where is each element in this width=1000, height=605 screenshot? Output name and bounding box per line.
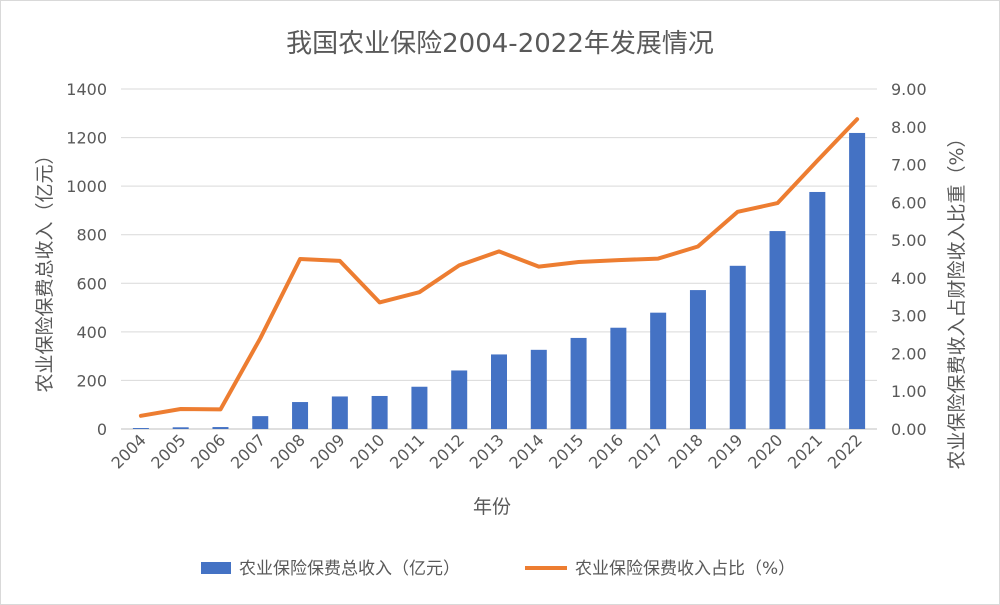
y-right-axis-title-text: 农业保险保费收入占财险收入比重（%） (946, 128, 968, 469)
x-tick-label: 2022 (824, 430, 866, 472)
x-tick-label: 2015 (545, 430, 587, 472)
x-tick-label: 2021 (784, 430, 826, 472)
y-left-tick-label: 0 (97, 420, 107, 439)
legend-line-label: 农业保险保费收入占比（%） (575, 559, 795, 579)
x-tick-label: 2016 (585, 430, 627, 472)
bar (132, 428, 149, 429)
x-tick-label: 2019 (704, 430, 746, 472)
x-tick-label: 2012 (426, 430, 468, 472)
y-right-tick-label: 2.00 (891, 344, 927, 363)
bar (809, 191, 826, 429)
x-tick-label: 2004 (107, 430, 149, 472)
line-path (138, 117, 860, 418)
y-right-tick-label: 1.00 (891, 382, 927, 401)
y-left-tick-label: 1200 (66, 129, 107, 148)
x-tick-label: 2010 (346, 430, 388, 472)
x-axis-title: 年份 (473, 496, 511, 518)
y-right-axis-ticks: 0.00 1.00 2.00 3.00 4.00 5.00 6.00 7.00 8.00 9.00 (891, 80, 927, 439)
y-left-tick-label: 1000 (66, 177, 107, 196)
bar (610, 327, 627, 429)
bar (530, 349, 547, 429)
bar (331, 396, 348, 429)
bar (729, 265, 746, 429)
bar-series (132, 132, 866, 429)
x-tick-label: 2009 (306, 430, 348, 472)
y-left-tick-label: 400 (76, 323, 107, 342)
bar (570, 337, 587, 429)
y-right-tick-label: 3.00 (891, 307, 927, 326)
x-tick-label: 2005 (147, 430, 189, 472)
y-right-tick-label: 6.00 (891, 193, 927, 212)
y-left-tick-label: 1400 (66, 80, 107, 99)
legend: 农业保险保费总收入（亿元） 农业保险保费收入占比（%） (201, 559, 795, 579)
bar (451, 370, 468, 429)
bar (212, 427, 229, 429)
y-right-tick-label: 9.00 (891, 80, 927, 99)
legend-bar-label: 农业保险保费总收入（亿元） (239, 559, 460, 579)
bar (371, 395, 388, 429)
x-tick-label: 2011 (386, 430, 428, 472)
y-right-tick-label: 5.00 (891, 231, 927, 250)
bar (849, 132, 866, 429)
y-left-tick-label: 800 (76, 226, 107, 245)
x-tick-label: 2018 (665, 430, 707, 472)
y-right-tick-label: 7.00 (891, 156, 927, 175)
x-tick-label: 2006 (187, 430, 229, 472)
bar (689, 290, 706, 429)
bar (292, 402, 309, 429)
y-left-tick-label: 600 (76, 274, 107, 293)
bar (650, 312, 667, 429)
bar (491, 354, 507, 429)
x-tick-label: 2007 (227, 430, 269, 472)
bar (769, 231, 786, 429)
y-left-tick-label: 200 (76, 371, 107, 390)
y-right-tick-label: 8.00 (891, 118, 927, 137)
bar (411, 386, 428, 429)
bar (172, 427, 189, 429)
y-right-tick-label: 4.00 (891, 269, 927, 288)
line-series (138, 117, 860, 418)
y-right-tick-label: 0.00 (891, 420, 927, 439)
x-tick-label: 2008 (267, 430, 309, 472)
chart-title: 我国农业保险2004-2022年发展情况 (286, 29, 714, 59)
x-tick-label: 2017 (625, 430, 667, 472)
bar (252, 416, 269, 429)
y-left-axis-title: 农业保险保费总收入（亿元） (34, 145, 56, 392)
y-left-axis-ticks: 0 200 400 600 800 1000 1200 1400 (66, 80, 107, 439)
x-tick-label: 2020 (744, 430, 786, 472)
x-tick-label: 2014 (505, 430, 547, 472)
x-axis-ticks: 2004200520062007200820092010201120122013… (107, 430, 865, 472)
legend-bar-swatch (201, 562, 231, 574)
x-tick-label: 2013 (466, 430, 508, 472)
